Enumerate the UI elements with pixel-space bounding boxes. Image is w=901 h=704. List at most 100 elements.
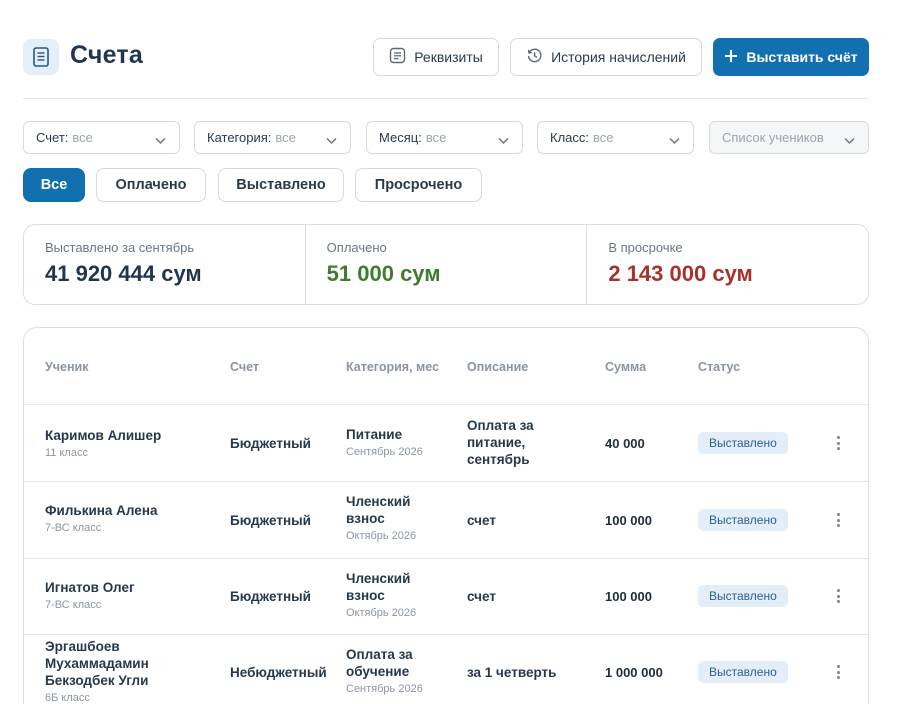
- status-badge: Выставлено: [698, 432, 788, 454]
- student-name: Филькина Алена: [45, 503, 158, 518]
- student-cell: Эргашбоев Мухаммадамин Бекзодбек Угли 6Б…: [45, 638, 170, 704]
- tab-paid[interactable]: Оплачено: [96, 168, 206, 202]
- plus-icon: [724, 49, 738, 66]
- invoices-table: Ученик Счет Категория, мес Описание Сумм…: [23, 327, 869, 704]
- description-cell: Оплата за питание, сентябрь: [467, 418, 534, 467]
- more-vertical-icon[interactable]: [833, 510, 843, 530]
- table-row[interactable]: Каримов Алишер 11 класс Бюджетный Питани…: [24, 405, 868, 482]
- column-header-account: Счет: [230, 360, 260, 374]
- stat-overdue-value: 2 143 000 сум: [608, 261, 753, 286]
- status-badge: Выставлено: [698, 509, 788, 531]
- amount-cell: 100 000: [605, 513, 652, 528]
- chevron-down-icon: [155, 133, 166, 148]
- category-month: Октябрь 2026: [346, 607, 417, 619]
- student-class: 6Б класс: [45, 692, 90, 704]
- stat-overdue-label: В просрочке: [608, 240, 683, 255]
- filter-month-label: Месяц:: [379, 130, 422, 145]
- page-header: Счета Реквизиты История начислений Выста…: [23, 38, 869, 76]
- stat-paid-value: 51 000 сум: [326, 261, 441, 286]
- more-vertical-icon[interactable]: [833, 662, 843, 682]
- stat-issued-label: Выставлено за сентябрь: [45, 240, 195, 255]
- student-name: Каримов Алишер: [45, 428, 162, 443]
- column-header-description: Описание: [467, 360, 529, 374]
- category-month: Сентябрь 2026: [346, 446, 423, 458]
- tab-all[interactable]: Все: [23, 168, 85, 202]
- amount-cell: 40 000: [605, 436, 645, 451]
- category-cell: Членский взнос Октябрь 2026: [346, 570, 426, 620]
- filter-class[interactable]: Класс: все: [537, 121, 694, 154]
- column-header-category: Категория, мес: [346, 360, 440, 374]
- student-class: 11 класс: [45, 447, 88, 459]
- stat-issued-value: 41 920 444 сум: [45, 261, 202, 286]
- issue-invoice-button-label: Выставить счёт: [746, 49, 858, 65]
- chevron-down-icon: [844, 133, 855, 148]
- filter-account[interactable]: Счет: все: [23, 121, 180, 154]
- history-button[interactable]: История начислений: [510, 38, 702, 76]
- description-cell: счет: [467, 589, 496, 604]
- stat-issued: Выставлено за сентябрь 41 920 444 сум: [24, 225, 305, 304]
- category-cell: Питание Сентябрь 2026: [346, 426, 446, 459]
- account-cell: Бюджетный: [230, 513, 311, 528]
- issue-invoice-button[interactable]: Выставить счёт: [713, 38, 869, 76]
- filter-month[interactable]: Месяц: все: [366, 121, 523, 154]
- status-badge: Выставлено: [698, 661, 788, 683]
- table-row[interactable]: Филькина Алена 7-ВС класс Бюджетный Член…: [24, 482, 868, 559]
- history-icon: [526, 47, 543, 67]
- account-cell: Бюджетный: [230, 589, 311, 604]
- summary-stats: Выставлено за сентябрь 41 920 444 сум Оп…: [23, 224, 869, 305]
- requisites-button-label: Реквизиты: [414, 49, 483, 65]
- stat-paid-label: Оплачено: [326, 240, 387, 255]
- category-name: Питание: [346, 427, 403, 442]
- chevron-down-icon: [498, 133, 509, 148]
- requisites-button[interactable]: Реквизиты: [373, 38, 499, 76]
- category-name: Оплата за обучение: [346, 647, 413, 679]
- chevron-down-icon: [669, 133, 680, 148]
- category-cell: Членский взнос Октябрь 2026: [346, 493, 426, 543]
- filter-class-label: Класс:: [550, 130, 589, 145]
- stat-overdue: В просрочке 2 143 000 сум: [586, 225, 868, 304]
- category-name: Членский взнос: [346, 494, 411, 526]
- table-row[interactable]: Эргашбоев Мухаммадамин Бекзодбек Угли 6Б…: [24, 635, 868, 704]
- filter-account-value: все: [72, 130, 93, 145]
- category-cell: Оплата за обучение Сентябрь 2026: [346, 646, 426, 696]
- filter-account-label: Счет:: [36, 130, 69, 145]
- student-name: Игнатов Олег: [45, 580, 135, 595]
- tab-issued[interactable]: Выставлено: [218, 168, 344, 202]
- student-cell: Каримов Алишер 11 класс: [45, 427, 161, 460]
- invoice-icon: [23, 39, 59, 75]
- column-header-amount: Сумма: [605, 360, 647, 374]
- table-row[interactable]: Игнатов Олег 7-ВС класс Бюджетный Членск…: [24, 558, 868, 635]
- column-header-student: Ученик: [45, 360, 89, 374]
- more-vertical-icon[interactable]: [833, 433, 843, 453]
- account-cell: Небюджетный: [230, 665, 327, 680]
- description-cell: счет: [467, 513, 496, 528]
- tab-overdue[interactable]: Просрочено: [355, 168, 482, 202]
- table-header: Ученик Счет Категория, мес Описание Сумм…: [24, 328, 868, 405]
- category-name: Членский взнос: [346, 571, 411, 603]
- filter-category-value: все: [275, 130, 296, 145]
- more-vertical-icon[interactable]: [833, 586, 843, 606]
- column-header-status: Статус: [698, 360, 741, 374]
- amount-cell: 1 000 000: [605, 665, 663, 680]
- student-cell: Игнатов Олег 7-ВС класс: [45, 579, 135, 612]
- description-cell: за 1 четверть: [467, 665, 557, 680]
- filter-category[interactable]: Категория: все: [194, 121, 351, 154]
- chevron-down-icon: [326, 133, 337, 148]
- filter-category-label: Категория:: [207, 130, 272, 145]
- header-divider: [23, 98, 869, 99]
- filter-students[interactable]: Список учеников: [709, 121, 869, 154]
- account-cell: Бюджетный: [230, 436, 311, 451]
- category-month: Октябрь 2026: [346, 530, 417, 542]
- filter-students-placeholder: Список учеников: [722, 130, 824, 145]
- status-badge: Выставлено: [698, 585, 788, 607]
- page-title: Счета: [70, 41, 143, 69]
- document-list-icon: [389, 47, 406, 67]
- filter-class-value: все: [593, 130, 614, 145]
- history-button-label: История начислений: [551, 49, 686, 65]
- filter-month-value: все: [425, 130, 447, 145]
- student-class: 7-ВС класс: [45, 522, 102, 534]
- student-name: Эргашбоев Мухаммадамин Бекзодбек Угли: [45, 639, 149, 688]
- stat-paid: Оплачено 51 000 сум: [304, 225, 587, 304]
- amount-cell: 100 000: [605, 589, 652, 604]
- student-class: 7-ВС класс: [45, 599, 102, 611]
